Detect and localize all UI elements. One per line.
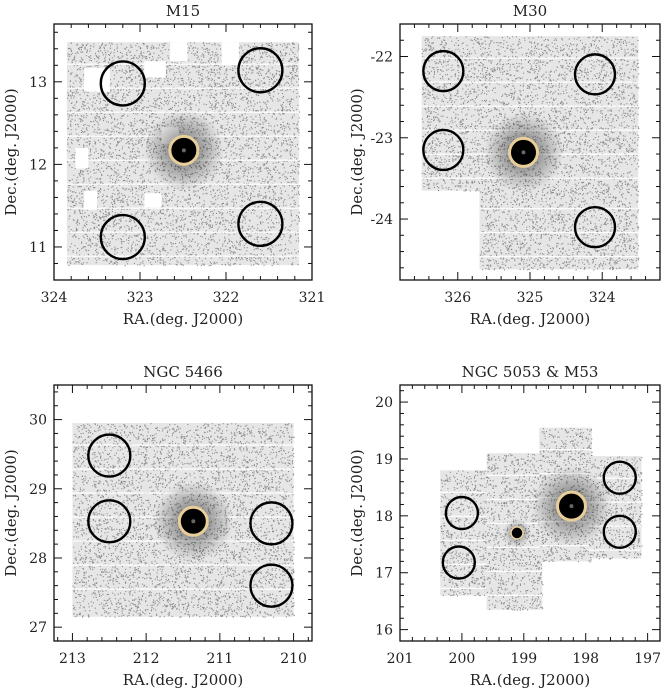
cluster-center [521,150,526,155]
x-tick-label: 201 [387,651,414,667]
cluster-center [181,148,186,153]
control-field-circle [602,514,637,549]
secondary-cluster-core [510,526,524,540]
control-field-circle [87,499,132,544]
x-tick-label: 200 [449,651,476,667]
x-tick-label: 199 [510,651,537,667]
panel-4: 201 200 199 198 197 16 17 18 19 20 NGC 5053 & M53 R… [348,363,661,689]
chart-title: M30 [513,2,547,20]
y-tick-label: 20 [375,395,393,411]
y-axis-label: Dec.(deg. J2000) [2,449,20,577]
panel-3: 213 212 211 210 27 28 29 30 NGC 5466 RA.(deg. J20… [2,363,313,689]
coverage-gap [84,67,110,92]
x-tick-label: 324 [41,290,68,306]
y-tick-label: 27 [29,620,47,636]
x-axis-label: RA.(deg. J2000) [123,671,243,689]
y-tick-label: 11 [29,240,47,256]
y-tick-label: 29 [29,482,47,498]
y-tick-label: 16 [375,623,393,639]
chart-title: NGC 5466 [143,363,223,381]
x-tick-label: 322 [213,290,240,306]
control-field-circle [249,563,294,608]
x-tick-label: 324 [589,290,616,306]
control-field-circle [444,495,480,531]
x-tick-label: 198 [572,651,599,667]
control-field-circle [87,433,132,478]
y-axis-label: Dec.(deg. J2000) [348,449,366,577]
control-field-circle [441,545,477,580]
control-field-circle [602,460,637,495]
control-field-circle [422,49,465,93]
x-tick-label: 326 [444,290,471,306]
y-tick-label: -23 [370,131,393,147]
x-tick-label: 211 [206,651,233,667]
coverage-gap [84,190,97,210]
x-tick-label: 323 [127,290,154,306]
control-field-circle [249,501,294,546]
cluster-center [569,504,574,509]
plot-frame [53,384,313,642]
x-tick-label: 212 [133,651,160,667]
x-axis-label: RA.(deg. J2000) [470,671,590,689]
x-tick-label: 321 [299,290,326,306]
x-tick-label: 210 [280,651,307,667]
y-tick-label: 12 [29,157,47,173]
star-stipple [479,186,640,271]
coverage-gap [75,147,89,169]
control-field-circle [99,60,147,107]
y-tick-label: 28 [29,551,47,567]
x-axis-label: RA.(deg. J2000) [470,310,590,328]
x-tick-label: 197 [634,651,661,667]
control-field-circle [99,213,147,261]
y-tick-label: 13 [29,75,47,91]
chart-title: M15 [166,2,200,20]
control-field-circle [573,205,617,249]
control-field-circle [237,200,284,248]
coverage-gap [144,193,162,208]
chart-title: NGC 5053 & M53 [462,363,599,381]
control-field-circle [573,53,617,96]
plot-frame [53,23,313,281]
x-tick-label: 325 [517,290,544,306]
y-axis-label: Dec.(deg. J2000) [348,88,366,216]
y-tick-label: 30 [29,413,47,429]
x-axis-label: RA.(deg. J2000) [123,310,243,328]
coverage-gap [221,42,239,66]
star-stipple [539,427,593,563]
y-tick-label: -22 [370,50,393,66]
panel-1: 324 323 322 321 11 12 13 M15 RA.(deg. J2000) Dec.… [2,2,325,328]
coverage-gap [170,42,188,62]
y-tick-label: 17 [375,566,393,582]
cluster-center [191,519,196,524]
y-tick-label: 18 [375,509,393,525]
control-field-circle [422,128,465,172]
coverage-gap [144,61,166,78]
control-field-circle [237,47,284,94]
y-axis-label: Dec.(deg. J2000) [2,88,20,216]
x-tick-label: 213 [59,651,86,667]
y-tick-label: -24 [370,212,393,228]
y-tick-label: 19 [375,452,393,468]
plot-frame [399,384,661,642]
panel-2: 326 325 324 -22 -23 -24 M30 RA.(deg. J2000) Dec.… [348,2,661,328]
